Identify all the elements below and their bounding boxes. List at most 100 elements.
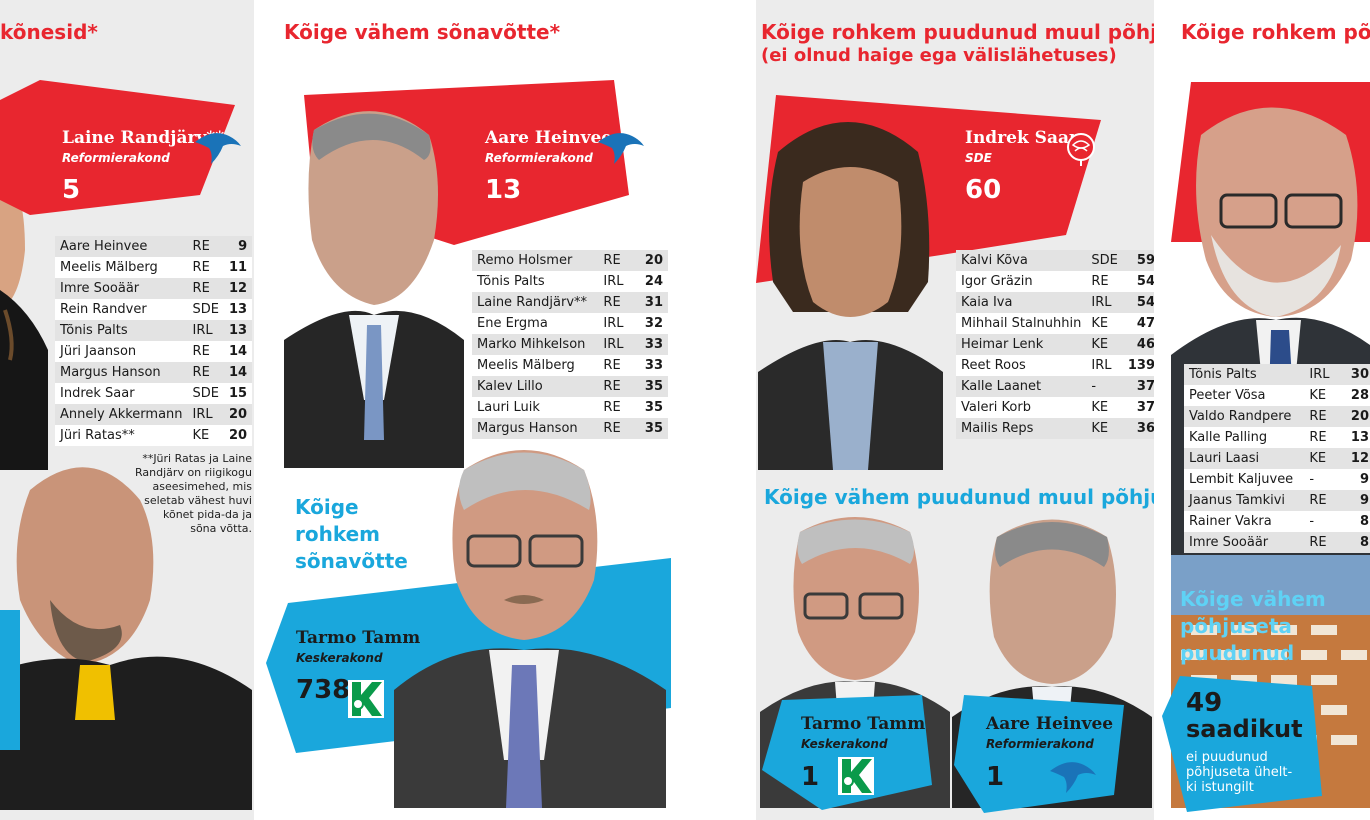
table-row: Remo Holsmer RE 20 [472, 250, 668, 271]
row-name: Tõnis Palts [55, 320, 188, 341]
panel4-count-unit: saadikut [1186, 715, 1303, 743]
row-name: Reet Roos [956, 355, 1087, 376]
table-row: Peeter Võsa KE 28 [1184, 385, 1370, 406]
row-value: 15 [224, 383, 253, 404]
row-value: 24 [638, 271, 668, 292]
keskerakond-k-icon [838, 757, 874, 795]
panel2-person-party: Reformierakond [485, 151, 593, 165]
row-party: RE [187, 236, 225, 257]
row-name: Remo Holsmer [472, 250, 599, 271]
table-row: Tõnis Palts IRL 30 [1184, 364, 1370, 385]
panel1-heading: kõnesid* [0, 20, 98, 44]
table-row: Aare Heinvee RE 9 [55, 236, 253, 257]
row-party: RE [187, 362, 225, 383]
row-party: IRL [187, 404, 225, 425]
row-name: Aare Heinvee [55, 236, 188, 257]
panel3-table: Kalvi Kõva SDE 59 Igor Gräzin RE 54 Kaia Iva IR… [956, 250, 1154, 439]
reform-bird-icon [598, 133, 644, 164]
panel1-person-party: Reformierakond [62, 151, 170, 165]
row-value: 37 [1122, 376, 1154, 397]
row-name: Marko Mihkelson [472, 334, 599, 355]
table-row: Laine Randjärv** RE 31 [472, 292, 668, 313]
panel3-blue-badge-b [954, 695, 1124, 813]
row-value: 20 [224, 425, 253, 446]
row-party: KE [1304, 448, 1345, 469]
panel2-table: Remo Holsmer RE 20 Tõnis Palts IRL 24 Laine Ra… [472, 250, 668, 439]
table-row: Tõnis Palts IRL 13 [55, 320, 253, 341]
panel3-personB-name: Aare Heinvee [986, 714, 1114, 734]
row-party: IRL [187, 320, 225, 341]
row-name: Tõnis Palts [1184, 364, 1305, 385]
table-row: Annely Akkermann IRL 20 [55, 404, 253, 425]
table-row: Mihhail Stalnuhhin KE 47 [956, 313, 1154, 334]
row-party: KE [1086, 418, 1123, 439]
row-party: RE [598, 292, 639, 313]
panel3-personA-value: 1 [801, 762, 820, 792]
panel4-heading2: Kõige vähem põhjuseta puudunud [1180, 587, 1326, 665]
row-party: SDE [1086, 250, 1123, 271]
sde-rose-icon [1067, 133, 1095, 166]
row-party: RE [598, 418, 639, 439]
table-row: Valdo Randpere RE 20 [1184, 406, 1370, 427]
row-name: Tõnis Palts [472, 271, 599, 292]
row-value: 8 [1344, 511, 1370, 532]
row-name: Jüri Ratas** [55, 425, 188, 446]
row-value: 14 [224, 362, 253, 383]
row-value: 33 [638, 334, 668, 355]
table-row: Margus Hanson RE 14 [55, 362, 253, 383]
row-name: Margus Hanson [472, 418, 599, 439]
table-row: Lauri Luik RE 35 [472, 397, 668, 418]
row-value: 13 [224, 320, 253, 341]
row-value: 54 [1122, 292, 1154, 313]
row-value: 59 [1122, 250, 1154, 271]
row-name: Lauri Luik [472, 397, 599, 418]
panel2-person-value: 13 [485, 175, 522, 205]
panel4-count: 49 [1186, 688, 1223, 718]
row-name: Indrek Saar [55, 383, 188, 404]
row-name: Kalle Palling [1184, 427, 1305, 448]
panel1-table: Aare Heinvee RE 9 Meelis Mälberg RE 11 Imre So… [55, 236, 253, 446]
table-row: Lembit Kaljuvee -9 [1184, 469, 1370, 490]
row-value: 37 [1122, 397, 1154, 418]
panel-least-speeches: kõnesid* Laine Randjärv** Reformierakond… [0, 0, 254, 820]
table-row: Jüri Jaanson RE 14 [55, 341, 253, 362]
row-value: 31 [638, 292, 668, 313]
table-row: Imre Sooäär RE 12 [55, 278, 253, 299]
photo-bald-man [0, 450, 252, 810]
row-value: 36 [1122, 418, 1154, 439]
row-party: - [1086, 376, 1123, 397]
row-name: Meelis Mälberg [55, 257, 188, 278]
panel3-personB-value: 1 [986, 762, 1005, 792]
row-name: Rein Randver [55, 299, 188, 320]
row-value: 8 [1344, 532, 1370, 553]
row-value: 20 [224, 404, 253, 425]
row-party: RE [187, 257, 225, 278]
row-value: 9 [1344, 469, 1370, 490]
row-party: RE [598, 397, 639, 418]
row-name: Valdo Randpere [1184, 406, 1305, 427]
panel3-personA-name: Tarmo Tamm [801, 714, 926, 734]
row-name: Jüri Jaanson [55, 341, 188, 362]
panel2-heading: Kõige vähem sõnavõtte* [284, 20, 561, 44]
row-name: Lauri Laasi [1184, 448, 1305, 469]
table-row: Rainer Vakra -8 [1184, 511, 1370, 532]
panel3-subheading: (ei olnud haige ega välislähetuses) [761, 45, 1117, 66]
table-row: Heimar Lenk KE 46 [956, 334, 1154, 355]
row-party: RE [1304, 490, 1345, 511]
row-value: 30 [1344, 364, 1370, 385]
panel2-person2-name: Tarmo Tamm [296, 628, 421, 648]
row-party: KE [187, 425, 225, 446]
row-party: RE [598, 355, 639, 376]
row-value: 35 [638, 397, 668, 418]
row-name: Margus Hanson [55, 362, 188, 383]
reform-bird-icon [195, 133, 241, 164]
row-value: 13 [1344, 427, 1370, 448]
table-row: Jaanus Tamkivi RE 9 [1184, 490, 1370, 511]
table-row: Mailis Reps KE 36 [956, 418, 1154, 439]
panel3-blue-badge-a [762, 695, 932, 810]
row-name: Imre Sooäär [55, 278, 188, 299]
photo-aare-heinvee [284, 100, 464, 468]
row-value: 47 [1122, 313, 1154, 334]
table-row: Reet Roos IRL 139 [956, 355, 1154, 376]
panel-most-unexcused: Kõige rohkem põhju Tõnis PaltsIRL30Peete… [1158, 0, 1370, 820]
